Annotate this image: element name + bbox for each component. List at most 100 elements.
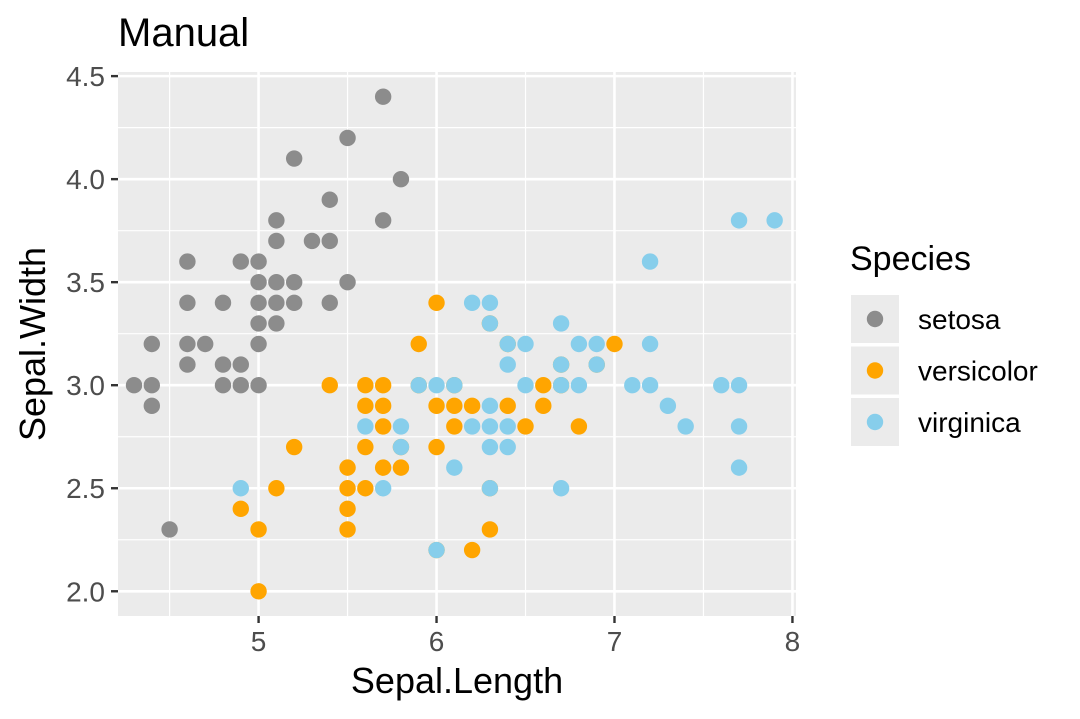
data-point-setosa xyxy=(143,377,161,394)
data-point-versicolor xyxy=(570,418,588,435)
x-tick-label: 5 xyxy=(251,626,267,657)
data-point-versicolor xyxy=(446,418,463,435)
data-point-setosa xyxy=(232,356,249,373)
data-point-virginica xyxy=(588,356,605,373)
data-point-virginica xyxy=(499,356,516,373)
data-point-setosa xyxy=(143,397,161,415)
data-point-virginica xyxy=(659,397,677,415)
data-point-virginica xyxy=(392,438,410,456)
data-point-setosa xyxy=(268,315,285,332)
data-point-virginica xyxy=(677,418,694,435)
data-point-virginica xyxy=(552,377,570,394)
data-point-versicolor xyxy=(428,397,445,415)
data-point-virginica xyxy=(499,418,516,435)
data-point-setosa xyxy=(125,377,143,394)
data-point-setosa xyxy=(161,521,178,538)
data-point-versicolor xyxy=(499,397,516,415)
data-point-virginica xyxy=(570,335,588,353)
legend-key-setosa xyxy=(866,310,884,328)
data-point-virginica xyxy=(730,377,748,394)
data-point-versicolor xyxy=(232,500,249,518)
data-point-virginica xyxy=(624,377,641,394)
data-point-setosa xyxy=(232,253,249,270)
data-points xyxy=(125,88,783,600)
data-point-versicolor xyxy=(357,377,374,394)
data-point-virginica xyxy=(428,541,445,559)
legend: Species setosa versicolor virginica xyxy=(850,240,1038,446)
data-point-versicolor xyxy=(463,541,481,559)
data-point-versicolor xyxy=(374,459,392,476)
legend-item-versicolor: versicolor xyxy=(851,346,1038,395)
data-point-setosa xyxy=(179,253,196,270)
data-point-virginica xyxy=(730,418,748,435)
data-point-setosa xyxy=(374,212,392,229)
data-point-versicolor xyxy=(357,480,374,497)
data-point-virginica xyxy=(481,315,499,332)
data-point-setosa xyxy=(250,335,267,353)
data-point-setosa xyxy=(285,294,303,311)
x-axis-title: Sepal.Length xyxy=(351,660,563,701)
data-point-virginica xyxy=(463,418,481,435)
data-point-virginica xyxy=(730,459,748,476)
data-point-virginica xyxy=(517,377,534,394)
data-point-virginica xyxy=(463,294,481,311)
legend-item-virginica: virginica xyxy=(851,398,1021,446)
data-point-setosa xyxy=(268,212,285,229)
y-axis-title: Sepal.Width xyxy=(12,247,53,441)
legend-label-versicolor: versicolor xyxy=(918,356,1038,387)
data-point-virginica xyxy=(570,377,588,394)
data-point-versicolor xyxy=(392,459,410,476)
data-point-setosa xyxy=(374,88,392,105)
data-point-virginica xyxy=(481,294,499,311)
data-point-virginica xyxy=(357,418,374,435)
data-point-versicolor xyxy=(428,438,445,456)
data-point-virginica xyxy=(641,335,659,353)
data-point-versicolor xyxy=(535,377,552,394)
data-point-virginica xyxy=(641,377,659,394)
data-point-setosa xyxy=(339,129,356,147)
data-point-virginica xyxy=(588,335,605,353)
data-point-versicolor xyxy=(250,521,267,538)
data-point-versicolor xyxy=(428,294,445,311)
plot-panel xyxy=(118,72,796,616)
data-point-versicolor xyxy=(446,397,463,415)
data-point-setosa xyxy=(268,232,285,250)
data-point-versicolor xyxy=(374,418,392,435)
data-point-versicolor xyxy=(339,521,356,538)
data-point-setosa xyxy=(196,335,214,353)
data-point-setosa xyxy=(214,377,232,394)
data-point-setosa xyxy=(303,232,321,250)
data-point-virginica xyxy=(481,480,499,497)
data-point-setosa xyxy=(250,315,267,332)
data-point-virginica xyxy=(446,377,463,394)
data-point-virginica xyxy=(481,418,499,435)
data-point-setosa xyxy=(392,170,410,188)
data-point-virginica xyxy=(428,377,445,394)
data-point-versicolor xyxy=(357,397,374,415)
data-point-setosa xyxy=(321,191,338,208)
data-point-setosa xyxy=(143,335,161,353)
data-point-virginica xyxy=(713,377,730,394)
legend-item-setosa: setosa xyxy=(851,295,1001,343)
x-tick-label: 6 xyxy=(429,626,445,657)
x-tick-label: 7 xyxy=(607,626,623,657)
data-point-versicolor xyxy=(410,335,427,353)
y-axis: 2.0 2.5 3.0 3.5 4.0 4.5 xyxy=(66,61,118,607)
data-point-setosa xyxy=(250,273,267,291)
y-tick-label: 3.5 xyxy=(66,267,105,298)
data-point-virginica xyxy=(392,418,410,435)
legend-items: setosa versicolor virginica xyxy=(851,295,1038,446)
data-point-versicolor xyxy=(374,377,392,394)
data-point-setosa xyxy=(179,335,196,353)
data-point-setosa xyxy=(250,377,267,394)
y-tick-label: 2.0 xyxy=(66,576,105,607)
data-point-versicolor xyxy=(321,377,338,394)
legend-title: Species xyxy=(850,240,971,278)
major-gridlines xyxy=(118,72,796,616)
data-point-virginica xyxy=(410,377,427,394)
data-point-virginica xyxy=(552,315,570,332)
data-point-setosa xyxy=(214,356,232,373)
data-point-versicolor xyxy=(606,335,623,353)
y-tick-label: 2.5 xyxy=(66,473,105,504)
